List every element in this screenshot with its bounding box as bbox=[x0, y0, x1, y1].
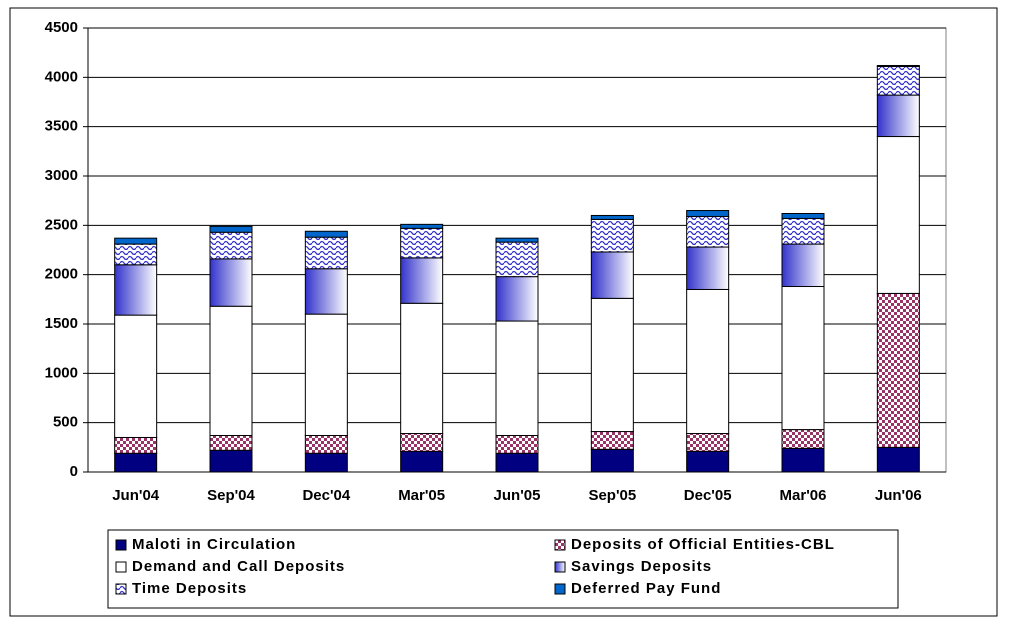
bar-segment bbox=[114, 314, 158, 438]
legend-label: Deposits of Official Entities-CBL bbox=[571, 536, 835, 553]
bar-segment bbox=[114, 264, 158, 316]
bar-segment bbox=[209, 225, 253, 233]
legend-label: Demand and Call Deposits bbox=[132, 558, 345, 575]
legend-swatch bbox=[115, 539, 127, 551]
x-tick-label: Jun'06 bbox=[875, 487, 922, 504]
bar-segment bbox=[495, 320, 539, 436]
legend-swatch bbox=[554, 539, 566, 551]
y-tick-label: 3500 bbox=[45, 118, 78, 135]
y-tick-label: 1000 bbox=[45, 364, 78, 381]
bar-segment bbox=[495, 237, 539, 243]
bar-segment bbox=[781, 429, 825, 449]
bar-segment bbox=[400, 450, 444, 473]
legend-label: Savings Deposits bbox=[571, 558, 712, 575]
bar-segment bbox=[400, 223, 444, 229]
bar-segment bbox=[304, 452, 348, 473]
y-tick-label: 2000 bbox=[45, 266, 78, 283]
y-tick-label: 500 bbox=[53, 414, 78, 431]
bar-segment bbox=[590, 218, 634, 253]
bar-segment bbox=[114, 243, 158, 266]
bar-segment bbox=[590, 448, 634, 473]
bar-segment bbox=[304, 268, 348, 315]
legend-label: Deferred Pay Fund bbox=[571, 580, 721, 597]
bar-segment bbox=[304, 313, 348, 436]
x-tick-label: Jun'05 bbox=[494, 487, 541, 504]
x-tick-label: Dec'04 bbox=[302, 487, 350, 504]
bar-segment bbox=[590, 297, 634, 433]
legend-box bbox=[107, 529, 899, 609]
x-tick-label: Sep'04 bbox=[207, 487, 255, 504]
y-tick-label: 1500 bbox=[45, 315, 78, 332]
bar-segment bbox=[686, 288, 730, 435]
y-tick-label: 3000 bbox=[45, 167, 78, 184]
bar-segment bbox=[304, 236, 348, 270]
legend-swatch bbox=[115, 561, 127, 573]
bar-segment bbox=[209, 258, 253, 307]
bar-segment bbox=[400, 433, 444, 452]
bar-segment bbox=[876, 292, 920, 448]
y-tick-label: 4500 bbox=[45, 19, 78, 36]
x-tick-label: Mar'05 bbox=[398, 487, 445, 504]
x-tick-label: Dec'05 bbox=[684, 487, 732, 504]
bar-segment bbox=[209, 231, 253, 260]
legend-label: Maloti in Circulation bbox=[132, 536, 296, 553]
bar-segment bbox=[686, 433, 730, 452]
y-tick-label: 2500 bbox=[45, 216, 78, 233]
bar-segment bbox=[114, 452, 158, 473]
bar-segment bbox=[781, 217, 825, 245]
bar-segment bbox=[876, 65, 920, 96]
x-tick-label: Jun'04 bbox=[112, 487, 160, 504]
bar-segment bbox=[114, 436, 158, 454]
x-tick-label: Mar'06 bbox=[780, 487, 827, 504]
y-tick-label: 0 bbox=[70, 463, 78, 480]
chart-frame bbox=[9, 7, 998, 617]
bar-segment bbox=[495, 452, 539, 473]
bar-segment bbox=[686, 215, 730, 248]
bar-segment bbox=[400, 302, 444, 435]
bar-segment bbox=[876, 64, 920, 67]
legend-swatch bbox=[115, 583, 127, 595]
bar-segment bbox=[781, 286, 825, 431]
bar-segment bbox=[209, 449, 253, 473]
bar-segment bbox=[781, 447, 825, 473]
bar-segment bbox=[400, 257, 444, 304]
bar-segment bbox=[495, 241, 539, 278]
bar-segment bbox=[209, 434, 253, 451]
bar-segment bbox=[114, 237, 158, 245]
bar-segment bbox=[495, 276, 539, 322]
bar-segment bbox=[209, 305, 253, 436]
legend-swatch bbox=[554, 583, 566, 595]
bar-segment bbox=[781, 212, 825, 219]
bar-segment bbox=[590, 214, 634, 220]
bar-segment bbox=[686, 210, 730, 217]
bar-segment bbox=[590, 251, 634, 299]
bar-segment bbox=[781, 243, 825, 288]
bar-segment bbox=[400, 227, 444, 259]
bar-segment bbox=[876, 446, 920, 473]
x-tick-label: Sep'05 bbox=[588, 487, 636, 504]
legend-swatch bbox=[554, 561, 566, 573]
bar-segment bbox=[876, 94, 920, 138]
bar-segment bbox=[686, 450, 730, 473]
bar-segment bbox=[590, 431, 634, 450]
y-tick-label: 4000 bbox=[45, 68, 78, 85]
legend-label: Time Deposits bbox=[132, 580, 247, 597]
bar-segment bbox=[304, 434, 348, 454]
bar-segment bbox=[686, 246, 730, 290]
bar-segment bbox=[876, 136, 920, 294]
bar-segment bbox=[495, 434, 539, 454]
bar-segment bbox=[304, 230, 348, 238]
